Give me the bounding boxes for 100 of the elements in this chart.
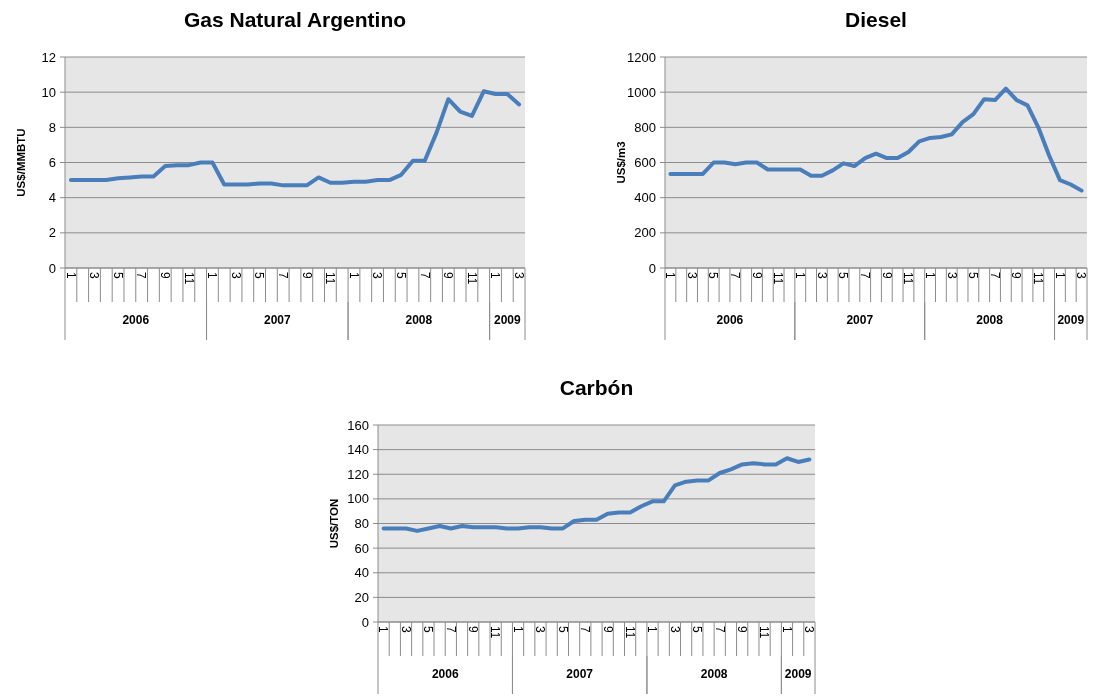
x-tick-label: 5 [110, 272, 125, 279]
text: 2006 [122, 313, 150, 327]
x-tick-label: 3 [87, 272, 102, 279]
x-tick-label: 3 [533, 626, 548, 633]
x-tick-label: 11 [757, 626, 772, 639]
x-tick-label: 9 [158, 272, 173, 279]
x-tick-label: 1 [922, 272, 937, 279]
x-tick-label: 3 [667, 626, 682, 633]
y-tick-label: 0 [361, 614, 369, 630]
y-tick-label: 0 [48, 260, 56, 276]
y-tick-label: 120 [347, 466, 369, 482]
y-axis-title: US$/TON [328, 498, 340, 549]
x-tick-label: 7 [276, 272, 291, 279]
y-tick-label: 12 [41, 49, 56, 65]
y-tick-label: 10 [41, 84, 56, 100]
x-tick-label: 1 [205, 272, 220, 279]
x-tick-label: 1 [779, 626, 794, 633]
text: 2008 [700, 667, 728, 681]
text: 2007 [263, 313, 291, 327]
x-tick-label: 7 [712, 626, 727, 633]
y-tick-label: 800 [634, 119, 656, 135]
x-tick-label: 1 [510, 626, 525, 633]
y-tick-label: 40 [354, 565, 369, 581]
x-tick-label: 7 [443, 626, 458, 633]
chart-title: Diesel [845, 8, 907, 31]
x-tick-label: 3 [1074, 272, 1089, 279]
x-tick-label: 5 [690, 626, 705, 633]
x-tick-label: 9 [734, 626, 749, 633]
x-tick-label: 7 [987, 272, 1002, 279]
x-tick-label: 3 [684, 272, 699, 279]
x-tick-label: 1 [663, 272, 678, 279]
x-tick-label: 1 [488, 272, 503, 279]
x-tick-label: 9 [299, 272, 314, 279]
text: 2009 [784, 667, 812, 681]
x-tick-label: 7 [417, 272, 432, 279]
x-tick-label: 9 [441, 272, 456, 279]
y-tick-label: 100 [347, 491, 369, 507]
text: 2008 [405, 313, 433, 327]
x-tick-label: 5 [252, 272, 267, 279]
text: 2009 [493, 313, 521, 327]
y-tick-label: 8 [48, 119, 56, 135]
x-tick-label: 11 [622, 626, 637, 639]
x-tick-label: 11 [488, 626, 503, 639]
text: 2006 [716, 313, 744, 327]
line-series [668, 86, 1084, 193]
x-tick-label: 1 [793, 272, 808, 279]
y-tick-label: 4 [48, 190, 56, 206]
y-axis-title: US$/MMBTU [15, 128, 27, 197]
line-series [381, 456, 812, 533]
text: 2007 [566, 667, 594, 681]
y-tick-label: 6 [48, 155, 56, 171]
x-tick-label: 7 [134, 272, 149, 279]
y-tick-label: 1000 [627, 84, 656, 100]
x-tick-label: 11 [464, 272, 479, 285]
x-tick-label: 11 [323, 272, 338, 285]
y-tick-label: 1200 [627, 49, 656, 65]
x-tick-label: 5 [555, 626, 570, 633]
y-tick-label: 400 [634, 190, 656, 206]
x-tick-label: 7 [728, 272, 743, 279]
x-tick-label: 1 [1052, 272, 1067, 279]
line-series [68, 89, 522, 188]
x-tick-label: 3 [370, 272, 385, 279]
y-tick-label: 60 [354, 540, 369, 556]
x-tick-label: 11 [771, 272, 786, 285]
y-axis-title: US$/m3 [615, 141, 627, 184]
y-tick-label: 2 [48, 225, 56, 241]
x-tick-label: 3 [398, 626, 413, 633]
y-tick-label: 80 [354, 516, 369, 532]
x-tick-label: 1 [63, 272, 78, 279]
x-tick-label: 5 [393, 272, 408, 279]
y-tick-label: 600 [634, 155, 656, 171]
x-tick-label: 9 [600, 626, 615, 633]
chart-title: Carbón [559, 376, 634, 399]
y-tick-label: 20 [354, 589, 369, 605]
x-tick-label: 9 [1009, 272, 1024, 279]
x-tick-label: 11 [1031, 272, 1046, 285]
x-tick-label: 9 [466, 626, 481, 633]
x-tick-label: 1 [376, 626, 391, 633]
x-tick-label: 7 [857, 272, 872, 279]
x-tick-label: 3 [511, 272, 526, 279]
x-tick-label: 9 [879, 272, 894, 279]
x-tick-label: 11 [181, 272, 196, 285]
x-tick-label: 3 [228, 272, 243, 279]
x-tick-label: 3 [802, 626, 817, 633]
x-tick-label: 7 [578, 626, 593, 633]
text: 2009 [1057, 313, 1085, 327]
x-tick-label: 1 [645, 626, 660, 633]
chart-title: Gas Natural Argentino [183, 8, 407, 31]
x-tick-label: 5 [706, 272, 721, 279]
x-tick-label: 1 [346, 272, 361, 279]
text: 2007 [846, 313, 874, 327]
x-tick-label: 9 [749, 272, 764, 279]
y-tick-label: 140 [347, 442, 369, 458]
x-tick-label: 5 [836, 272, 851, 279]
x-tick-label: 5 [966, 272, 981, 279]
x-tick-label: 3 [814, 272, 829, 279]
text: 2006 [431, 667, 459, 681]
text: 2008 [976, 313, 1004, 327]
x-tick-label: 5 [421, 626, 436, 633]
y-tick-label: 0 [648, 260, 656, 276]
